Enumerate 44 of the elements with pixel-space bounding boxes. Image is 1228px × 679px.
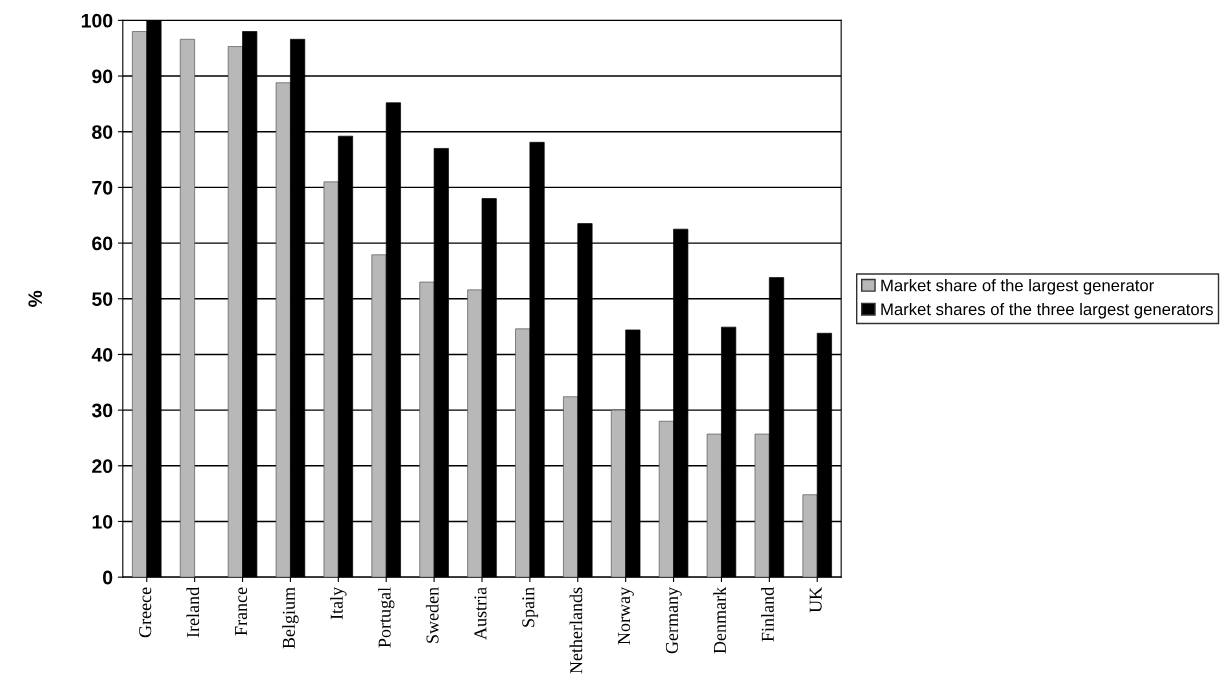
x-tick-label: Finland (761, 587, 774, 642)
x-tick-label: Norway (618, 586, 634, 645)
x-tick-label: Ireland (186, 587, 200, 638)
y-tick-label: 100 (81, 13, 113, 28)
y-tick-label: 80 (92, 125, 113, 139)
bar (275, 82, 291, 578)
bar (754, 433, 770, 578)
bar (419, 281, 435, 578)
y-tick-label: 90 (92, 69, 113, 84)
bar (323, 181, 339, 578)
x-tick-label: Italy (330, 586, 347, 620)
y-axis-title: % (28, 290, 43, 307)
y-tick-label: 20 (92, 459, 113, 474)
bar (227, 46, 243, 578)
x-tick-label: Sweden (425, 587, 439, 643)
x-tick-label: Belgium (282, 587, 299, 649)
bar (563, 396, 579, 578)
bar (706, 433, 722, 578)
legend-label: Market shares of the three largest generators (881, 302, 1213, 319)
x-tick-label: Austria (474, 587, 487, 640)
x-tick-label: Netherlands (569, 587, 583, 674)
x-tick-label: UK (809, 587, 822, 613)
bar (802, 494, 818, 578)
bar (132, 31, 148, 578)
bar (610, 409, 627, 578)
x-tick-label: Greece (139, 587, 152, 638)
y-tick-label: 70 (92, 180, 113, 195)
y-tick-label: 30 (91, 403, 113, 418)
x-tick-label: Denmark (713, 586, 726, 654)
y-tick-label: 0 (103, 570, 113, 585)
legend-label: Market share of the largest generator (881, 279, 1154, 295)
bar (371, 254, 387, 578)
x-tick-label: Portugal (377, 587, 395, 648)
y-tick-label: 60 (92, 236, 113, 251)
y-tick-label: 40 (91, 347, 113, 362)
x-tick-label: France (235, 587, 248, 636)
x-tick-label: Germany (665, 586, 682, 654)
bar (515, 328, 531, 578)
bar (179, 38, 195, 578)
y-tick-label: 50 (92, 292, 113, 306)
bar (467, 289, 483, 578)
y-tick-label: 10 (92, 514, 113, 529)
x-tick-label: Spain (522, 587, 539, 627)
bar (658, 420, 674, 578)
